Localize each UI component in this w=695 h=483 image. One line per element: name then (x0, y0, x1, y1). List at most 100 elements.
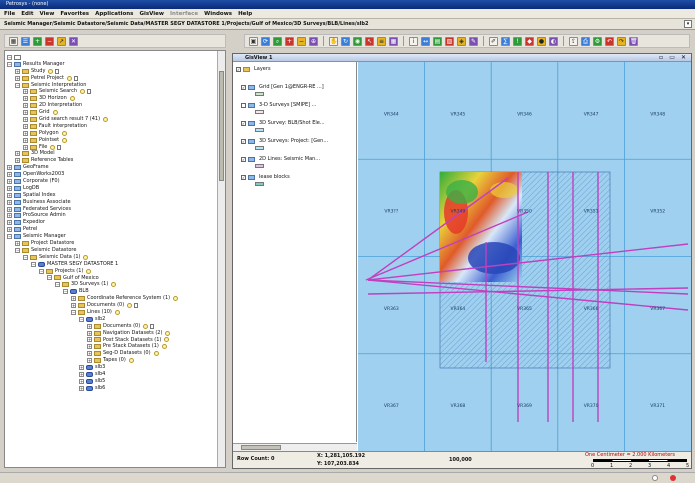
remove-icon[interactable]: − (45, 36, 54, 46)
tree-node[interactable]: + LogDB (7, 185, 215, 192)
seismic-line[interactable] (367, 243, 689, 281)
expand-icon[interactable]: + (23, 96, 28, 102)
tree-node[interactable]: +2D Interpretation (7, 102, 215, 109)
chart-icon[interactable]: ▤ (433, 36, 442, 46)
collapse-icon[interactable]: − (55, 282, 60, 288)
info-icon[interactable]: i (409, 36, 418, 46)
tree-node[interactable]: − Results Manager (7, 61, 215, 68)
expand-icon[interactable]: + (87, 323, 92, 329)
tree-node[interactable]: + File (7, 144, 215, 151)
menu-gisview[interactable]: GisView (139, 10, 164, 17)
tree-node[interactable]: + Coordinate Reference System (1) (7, 295, 215, 302)
expand-icon[interactable]: + (23, 130, 28, 136)
layer-icon[interactable]: ≡ (377, 36, 386, 46)
warning-icon[interactable]: ! (513, 36, 522, 46)
seismic-line[interactable] (367, 279, 689, 311)
layer-checkbox[interactable]: ✓ (241, 120, 246, 126)
map-svg[interactable]: VR344 VR345 VR346 VR347 VR348 VR3?? VR349 VR350… (358, 62, 691, 451)
layer-item[interactable]: ✓ Layers (236, 66, 271, 72)
tree-node[interactable]: + Grid (7, 109, 215, 116)
tree-node[interactable]: − Gulf of Mexico (7, 275, 215, 282)
tree-node[interactable]: − Seismic Data (1) (7, 254, 215, 261)
survey-icon[interactable]: ◆ (525, 36, 534, 46)
expand-icon[interactable]: + (79, 371, 84, 377)
tree-node[interactable]: + Documents (0) (7, 302, 215, 309)
tree-node[interactable]: +3D Model (7, 150, 215, 157)
expand-icon[interactable]: + (71, 303, 76, 308)
pan-icon[interactable]: ✋ (329, 36, 338, 46)
search-icon[interactable] (143, 323, 149, 329)
menu-interface[interactable]: Interface (169, 10, 199, 17)
search-icon[interactable] (66, 75, 72, 81)
search-icon[interactable] (111, 282, 117, 288)
collapse-icon[interactable]: − (23, 254, 28, 260)
expand-icon[interactable]: + (23, 116, 28, 122)
menu-applications[interactable]: Applications (95, 10, 134, 17)
menu-help[interactable]: Help (238, 10, 253, 17)
tree-node[interactable]: − Projects (1) (7, 268, 215, 275)
seismic-line[interactable] (367, 177, 509, 281)
layer-checkbox[interactable]: ✓ (241, 84, 246, 90)
expand-icon[interactable]: + (87, 344, 92, 350)
draw-icon[interactable]: ✎ (469, 36, 478, 46)
browser-tree-icon[interactable]: ▦ (9, 36, 18, 46)
expand-icon[interactable]: + (23, 137, 28, 143)
select-icon[interactable]: ↖ (365, 36, 374, 46)
search-icon[interactable] (69, 96, 75, 102)
window-controls[interactable]: ▫ ▭ ✕ (659, 54, 688, 61)
expand-icon[interactable]: + (23, 103, 28, 109)
add-icon[interactable]: + (33, 36, 42, 46)
search-icon[interactable] (62, 137, 68, 143)
redo-icon[interactable]: ↷ (617, 36, 626, 46)
collapse-icon[interactable]: − (15, 247, 20, 253)
menu-edit[interactable]: Edit (21, 10, 34, 17)
tree-node[interactable]: + Documents (0) (7, 323, 215, 330)
search-icon[interactable] (103, 116, 109, 122)
tree-node[interactable]: − 3D Surveys (1) (7, 281, 215, 288)
edit-icon[interactable]: ✐ (489, 36, 498, 46)
tree-node[interactable]: + Petrel Project (7, 75, 215, 82)
color-icon[interactable]: ● (537, 36, 546, 46)
view-icon[interactable]: ▣ (249, 36, 258, 46)
search-icon[interactable] (83, 254, 89, 260)
collapse-icon[interactable]: − (79, 316, 84, 322)
expand-icon[interactable]: + (71, 296, 76, 302)
expand-icon[interactable]: + (7, 192, 12, 198)
document-icon[interactable] (134, 303, 139, 308)
collapse-icon[interactable]: − (7, 61, 12, 67)
analysis-icon[interactable]: ∑ (501, 36, 510, 46)
tree-node[interactable]: + ProSource Admin (7, 212, 215, 219)
search-icon[interactable] (80, 89, 86, 95)
tree-node[interactable]: + Business Associate (7, 199, 215, 206)
expand-icon[interactable]: + (79, 365, 84, 371)
layers-scroll-thumb[interactable] (241, 445, 281, 450)
seismic-line[interactable] (367, 287, 689, 295)
tree-node[interactable]: + Fault interpretation (7, 123, 215, 130)
print-icon[interactable]: ⎙ (581, 36, 590, 46)
tree-node[interactable]: − Seismic Interpretation (7, 82, 215, 89)
layer-checkbox[interactable]: ✓ (241, 174, 246, 180)
document-icon[interactable] (150, 323, 155, 329)
tree-node[interactable]: − Lines (10) (7, 309, 215, 316)
refresh-icon[interactable]: ⟳ (261, 36, 270, 46)
layer-checkbox[interactable]: ✓ (241, 156, 246, 162)
layer-item[interactable]: 3-D Surveys [SMIPE] ... (241, 102, 316, 108)
expand-icon[interactable]: + (7, 185, 12, 191)
expand-icon[interactable]: + (7, 206, 12, 212)
expand-icon[interactable]: + (7, 199, 12, 205)
layer-checkbox[interactable] (241, 102, 246, 108)
search-icon[interactable] (52, 110, 58, 116)
tree-node[interactable]: + Corporate (F0) (7, 178, 215, 185)
search-icon[interactable] (114, 309, 120, 315)
tree-node[interactable]: +3D Horizon (7, 95, 215, 102)
expand-icon[interactable]: + (23, 89, 28, 95)
tree-node[interactable]: − BLB (7, 288, 215, 295)
expand-icon[interactable]: + (7, 227, 12, 233)
search-icon[interactable] (173, 296, 179, 302)
tree-node[interactable]: + Reference Tables (7, 157, 215, 164)
tree-node[interactable]: + OpenWorks2003 (7, 171, 215, 178)
search-icon[interactable] (164, 337, 170, 343)
collapse-icon[interactable]: − (39, 268, 44, 274)
expand-icon[interactable]: + (7, 220, 12, 226)
expand-icon[interactable]: + (87, 330, 92, 336)
